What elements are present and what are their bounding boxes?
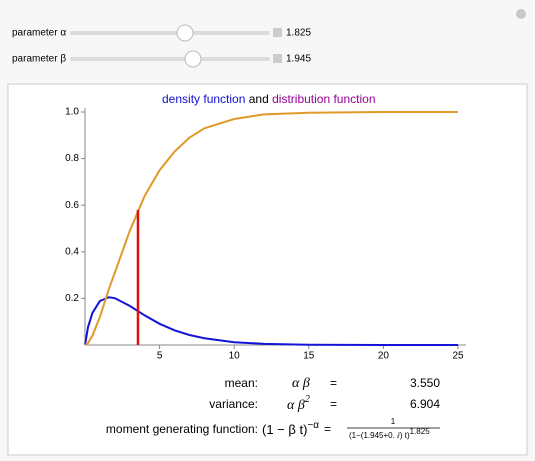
options-button[interactable] [516, 9, 526, 19]
y-tick-label: 0.8 [65, 153, 79, 164]
stat-sign: = [330, 397, 337, 411]
formula-sup: −α [307, 420, 319, 431]
y-tick-label: 0.2 [65, 293, 79, 304]
stat-formula: α β2 [287, 394, 310, 413]
x-tick-label: 25 [452, 351, 464, 362]
expand-button[interactable] [273, 54, 282, 63]
plot: 5 10 15 20 25 0.2 0.4 0.6 0.8 1.0 [65, 107, 466, 362]
x-tick-label: 20 [378, 351, 390, 362]
fraction-numerator: 1 [391, 417, 396, 426]
control-value: 1.825 [286, 28, 311, 39]
stat-sign: = [324, 422, 331, 436]
denominator-base: (1−(1.945+0. ⅈ) t) [349, 431, 410, 440]
title-part: and [249, 92, 269, 106]
chart-title: density function and distribution functi… [162, 92, 376, 106]
fraction-denominator: (1−(1.945+0. ⅈ) t)1.825 [349, 427, 430, 440]
stat-label: moment generating function: [106, 422, 258, 436]
control-value: 1.945 [286, 54, 311, 65]
y-tick-label: 0.4 [65, 246, 79, 257]
x-tick-label: 5 [157, 351, 163, 362]
series-line [84, 296, 458, 346]
stat-formula: α β [292, 376, 310, 391]
x-tick-label: 15 [303, 351, 315, 362]
output-panel [7, 83, 528, 456]
expand-button[interactable] [273, 28, 282, 37]
y-tick-label: 1.0 [65, 107, 79, 118]
series-line [84, 111, 458, 346]
control-label: parameter β [12, 54, 66, 65]
stat-value: 6.904 [410, 397, 440, 411]
formula-base: (1 − β t) [262, 422, 307, 437]
slider-alpha[interactable] [70, 24, 270, 42]
control-label: parameter α [12, 28, 66, 39]
title-part: distribution function [272, 92, 375, 106]
stat-formula: (1 − β t)−α [262, 420, 319, 438]
title-part: density function [162, 92, 245, 106]
stat-value: 3.550 [410, 376, 440, 390]
formula-base: α β [287, 398, 305, 413]
stat-label: mean: [225, 376, 258, 390]
denominator-sup: 1.825 [410, 427, 431, 436]
stat-label: variance: [209, 397, 258, 411]
slider-beta[interactable] [70, 50, 270, 68]
formula-sup: 2 [305, 394, 310, 405]
y-tick-label: 0.6 [65, 200, 79, 211]
stat-sign: = [330, 376, 337, 390]
x-tick-label: 10 [229, 351, 241, 362]
